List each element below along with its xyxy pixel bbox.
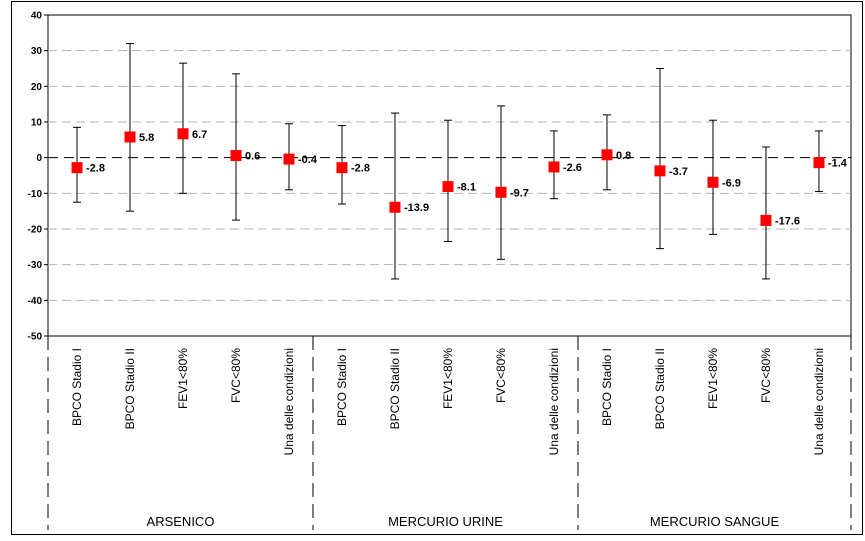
data-point (813, 157, 824, 168)
data-point (177, 128, 188, 139)
data-point (336, 162, 347, 173)
data-point (495, 187, 506, 198)
data-point (548, 161, 559, 172)
category-label: BPCO Stadio I (600, 348, 614, 426)
category-label: FEV1<80% (706, 348, 720, 409)
category-label: BPCO Stadio I (70, 348, 84, 426)
data-label: -2.8 (86, 163, 105, 175)
data-label: -13.9 (404, 202, 429, 214)
data-label: -2.8 (351, 163, 370, 175)
data-label: 6.7 (192, 129, 207, 141)
data-label: -17.6 (775, 215, 800, 227)
y-tick-label: 30 (31, 46, 43, 57)
data-labels: -2.8 5.8 6.7 0.6 -0.4 -2.8 -13.9 -8.1 -9.7 -2.6 0.… (86, 129, 848, 228)
data-point (442, 181, 453, 192)
y-tick-label: 0 (36, 153, 42, 164)
gridlines (48, 51, 851, 301)
data-label: -1.4 (828, 158, 848, 170)
data-point (760, 215, 771, 226)
chart-frame (12, 2, 863, 535)
data-label: 0.6 (245, 151, 260, 163)
group-label: ARSENICO (147, 514, 215, 529)
group-labels: ARSENICO MERCURIO URINE MERCURIO SANGUE (147, 514, 780, 529)
data-point (283, 154, 294, 165)
chart-border (12, 2, 863, 535)
data-point (230, 150, 241, 161)
category-labels: BPCO Stadio I BPCO Stadio II FEV1<80% FVC<8… (70, 348, 826, 456)
data-label: 5.8 (139, 132, 154, 144)
y-tick-label: 10 (31, 118, 43, 129)
data-label: -6.9 (722, 177, 741, 189)
y-tick-label: -10 (28, 189, 43, 200)
category-label: FVC<80% (494, 348, 508, 403)
data-label: -0.4 (298, 154, 318, 166)
data-label: -8.1 (457, 182, 476, 194)
category-label: Una delle condizioni (812, 348, 826, 455)
y-tick-label: 40 (31, 11, 43, 22)
group-label: MERCURIO SANGUE (650, 514, 780, 529)
y-axis-ticks: 40 30 20 10 0 -10 -20 -30 -40 -50 (28, 11, 48, 343)
y-tick-label: -30 (28, 260, 43, 271)
category-label: BPCO Stadio I (335, 348, 349, 426)
data-point (601, 149, 612, 160)
category-label: Una delle condizioni (547, 348, 561, 455)
category-label: FEV1<80% (176, 348, 190, 409)
category-label: FVC<80% (759, 348, 773, 403)
category-label: BPCO Stadio II (653, 348, 667, 429)
y-tick-label: -20 (28, 225, 43, 236)
category-label: FVC<80% (229, 348, 243, 403)
data-label: 0.8 (616, 150, 631, 162)
data-point (124, 131, 135, 142)
data-label: -2.6 (563, 162, 582, 174)
plot-area (48, 15, 851, 336)
data-point (707, 177, 718, 188)
category-label: FEV1<80% (441, 348, 455, 409)
error-bars (73, 44, 823, 279)
category-label: BPCO Stadio II (388, 348, 402, 429)
y-tick-label: 20 (31, 82, 43, 93)
group-label: MERCURIO URINE (388, 514, 503, 529)
y-tick-label: -50 (28, 332, 43, 343)
data-point (72, 162, 83, 173)
data-point (389, 202, 400, 213)
data-label: -3.7 (669, 166, 688, 178)
data-label: -9.7 (510, 187, 529, 199)
data-point (654, 165, 665, 176)
category-label: Una delle condizioni (282, 348, 296, 455)
y-tick-label: -40 (28, 296, 43, 307)
category-label: BPCO Stadio II (123, 348, 137, 429)
